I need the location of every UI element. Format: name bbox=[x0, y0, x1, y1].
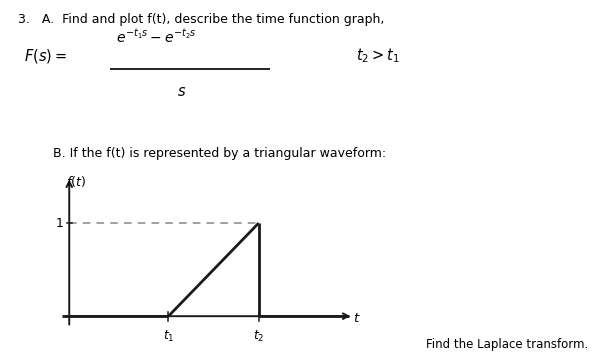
Text: B. If the f(t) is represented by a triangular waveform:: B. If the f(t) is represented by a trian… bbox=[53, 147, 387, 160]
Text: $s$: $s$ bbox=[176, 84, 186, 99]
Text: 1: 1 bbox=[56, 216, 64, 230]
Text: $t$: $t$ bbox=[353, 312, 361, 325]
Text: $e^{-t_1 s} - e^{-t_2 s}$: $e^{-t_1 s} - e^{-t_2 s}$ bbox=[116, 28, 197, 45]
Text: $t_2 > t_1$: $t_2 > t_1$ bbox=[356, 47, 400, 66]
Text: $t_2$: $t_2$ bbox=[253, 329, 264, 344]
Text: 3.   A.  Find and plot f(t), describe the time function graph,: 3. A. Find and plot f(t), describe the t… bbox=[18, 13, 384, 26]
Text: $t_1$: $t_1$ bbox=[163, 329, 174, 344]
Text: $f(t)$: $f(t)$ bbox=[65, 174, 86, 189]
Text: Find the Laplace transform.: Find the Laplace transform. bbox=[426, 338, 588, 351]
Text: $F(s) = $: $F(s) = $ bbox=[24, 47, 67, 65]
